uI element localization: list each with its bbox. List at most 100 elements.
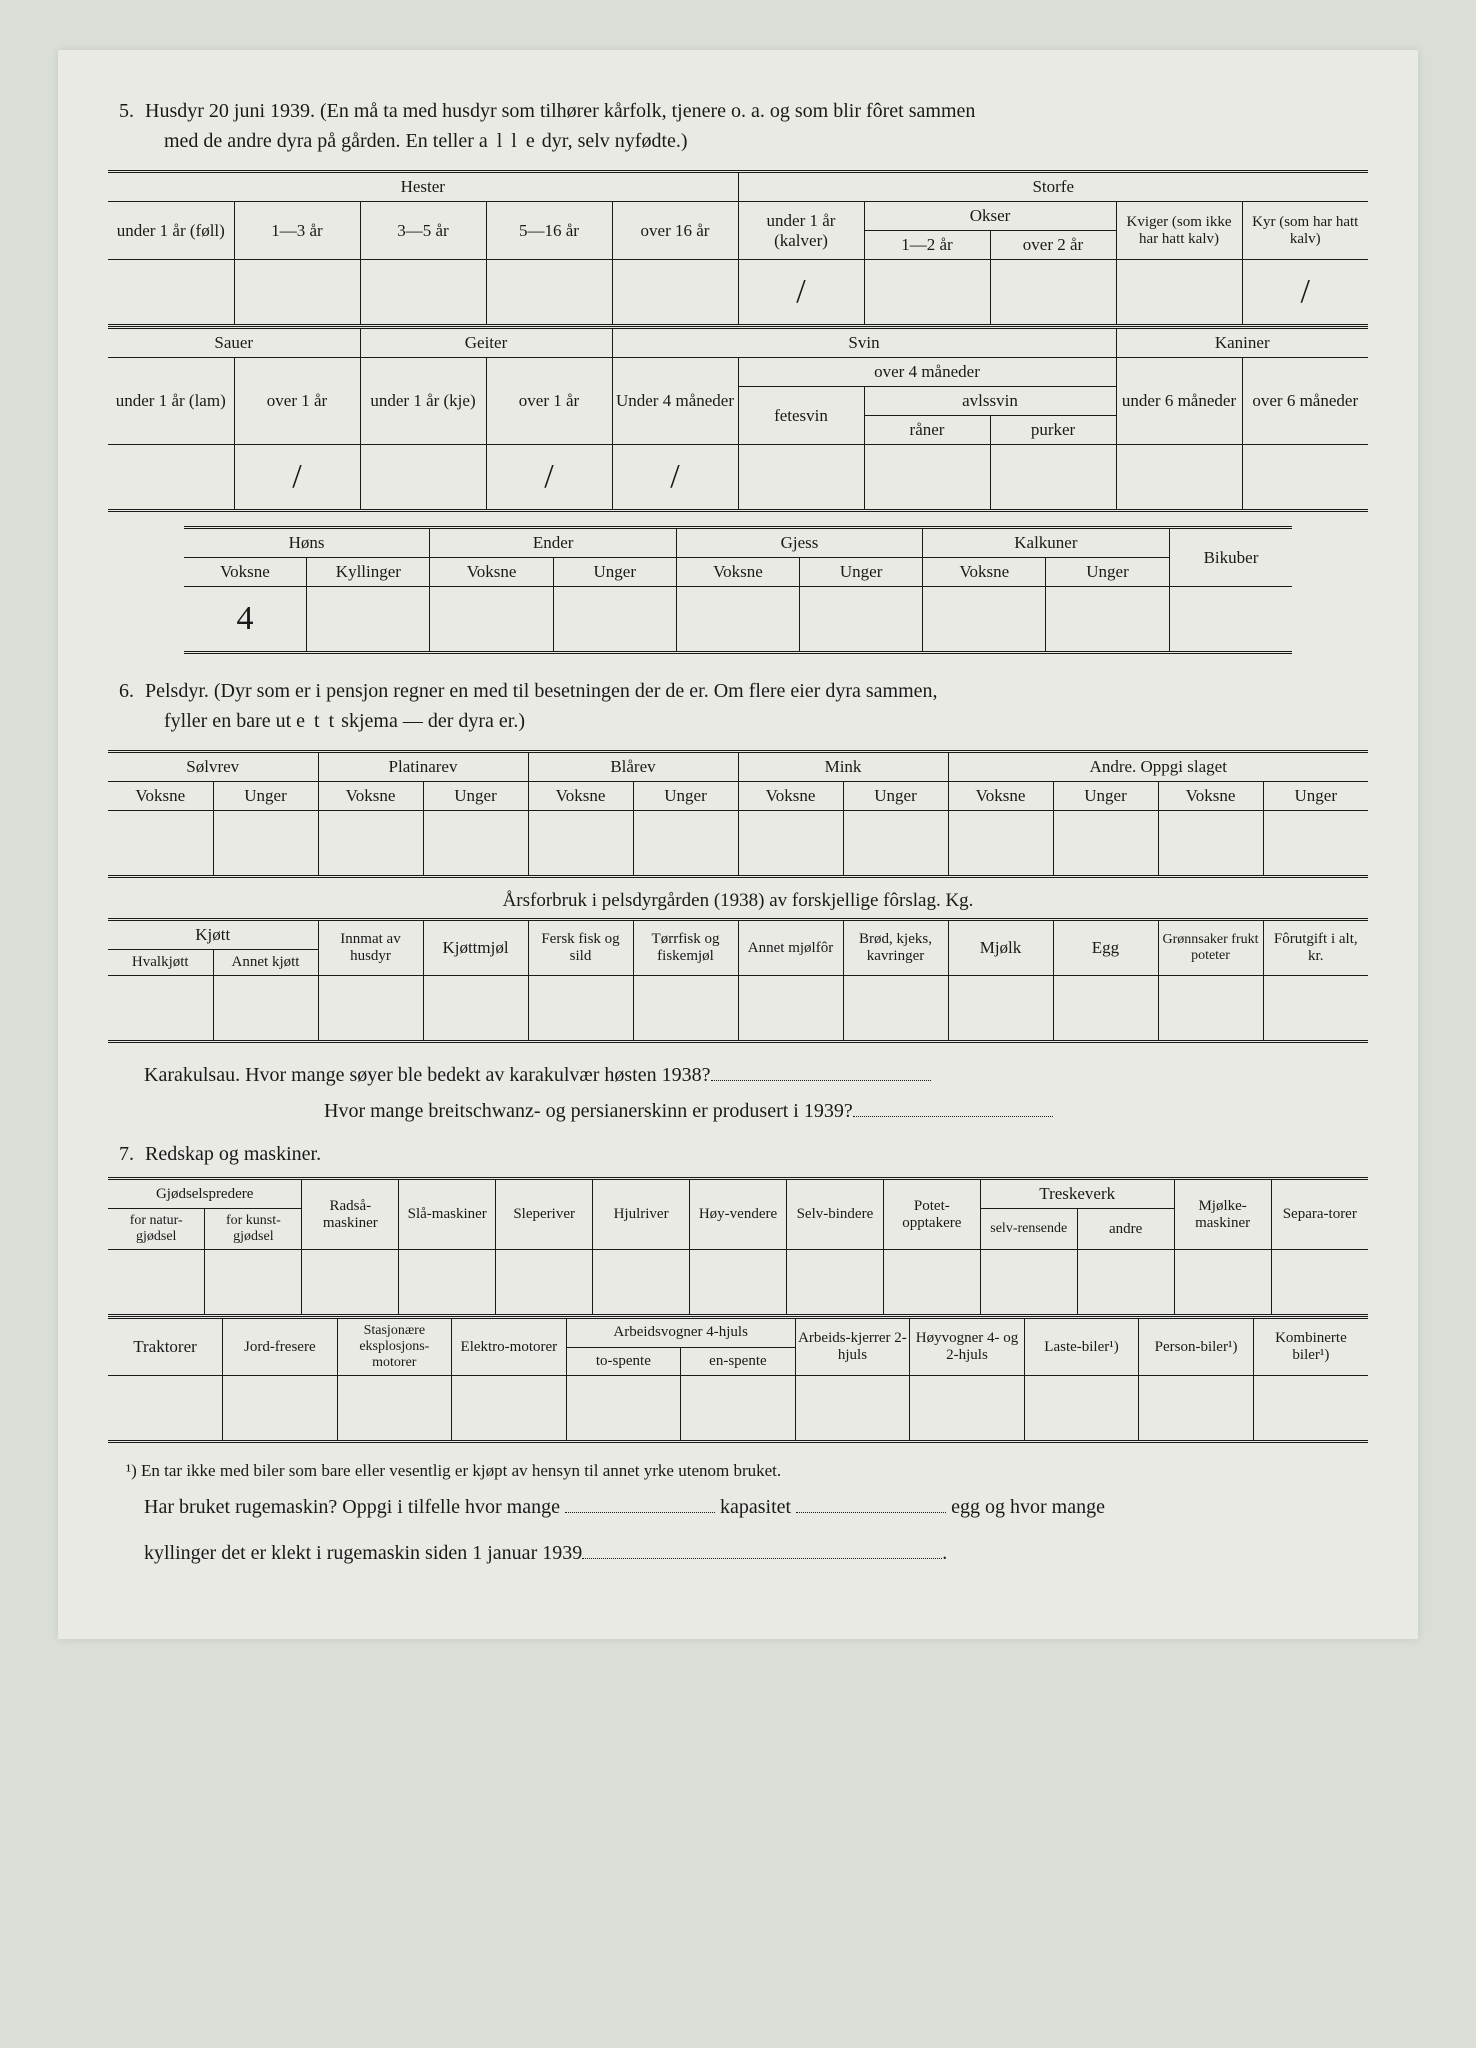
section-5-heading: 5. Husdyr 20 juni 1939. (En må ta med hu…: [108, 96, 1368, 156]
cell-ta-1[interactable]: [108, 260, 234, 326]
cell-tf-7[interactable]: [690, 1250, 787, 1316]
cell-tg-6[interactable]: [681, 1376, 796, 1442]
cell-tg-4[interactable]: [452, 1376, 567, 1442]
cell-tg-3[interactable]: [337, 1376, 452, 1442]
cell-tc-3[interactable]: [430, 587, 553, 653]
cell-tg-9[interactable]: [1024, 1376, 1139, 1442]
cell-tg-7[interactable]: [795, 1376, 910, 1442]
cell-ta-9[interactable]: [1116, 260, 1242, 326]
th-ferskfisk: Fersk fisk og sild: [528, 920, 633, 976]
cell-td-8[interactable]: [843, 811, 948, 877]
cell-tb-4[interactable]: /: [486, 445, 612, 511]
cell-te-3[interactable]: [318, 976, 423, 1042]
cell-te-8[interactable]: [843, 976, 948, 1042]
cell-te-10[interactable]: [1053, 976, 1158, 1042]
cell-tg-8[interactable]: [910, 1376, 1025, 1442]
arsforbruk-title: Årsforbruk i pelsdyrgården (1938) av for…: [108, 890, 1368, 912]
cell-te-7[interactable]: [738, 976, 843, 1042]
table-redskap-2: Traktorer Jord-fresere Stasjonære eksplo…: [108, 1316, 1368, 1443]
cell-td-11[interactable]: [1158, 811, 1263, 877]
cell-tf-4[interactable]: [399, 1250, 496, 1316]
cell-tb-10[interactable]: [1242, 445, 1368, 511]
cell-tf-1[interactable]: [108, 1250, 205, 1316]
th-potet: Potet-opptakere: [883, 1179, 980, 1250]
cell-ta-8[interactable]: [990, 260, 1116, 326]
cell-tf-6[interactable]: [593, 1250, 690, 1316]
cell-td-9[interactable]: [948, 811, 1053, 877]
cell-tc-7[interactable]: [923, 587, 1046, 653]
cell-tf-8[interactable]: [786, 1250, 883, 1316]
cell-tf-9[interactable]: [883, 1250, 980, 1316]
cell-te-4[interactable]: [423, 976, 528, 1042]
cell-te-2[interactable]: [213, 976, 318, 1042]
cell-te-6[interactable]: [633, 976, 738, 1042]
rugemaskin-q1: Har bruket rugemaskin? Oppgi i tilfelle …: [144, 1487, 1368, 1527]
rugemaskin-blank3[interactable]: [582, 1558, 942, 1559]
cell-ta-7[interactable]: [864, 260, 990, 326]
cell-tf-2[interactable]: [205, 1250, 302, 1316]
cell-td-2[interactable]: [213, 811, 318, 877]
cell-tb-3[interactable]: [360, 445, 486, 511]
section-5-line2b: a l l e: [479, 130, 537, 152]
cell-tc-9[interactable]: [1169, 587, 1292, 653]
th-h-o16: over 16 år: [612, 202, 738, 260]
th-h-35: 3—5 år: [360, 202, 486, 260]
cell-tg-10[interactable]: [1139, 1376, 1254, 1442]
cell-tb-1[interactable]: [108, 445, 234, 511]
cell-tb-5[interactable]: /: [612, 445, 738, 511]
section-6-line2a: fyller en bare ut: [164, 710, 296, 732]
cell-tf-11[interactable]: [1077, 1250, 1174, 1316]
th-d5v: Voksne: [948, 782, 1053, 811]
cell-tb-8[interactable]: [990, 445, 1116, 511]
cell-td-5[interactable]: [528, 811, 633, 877]
cell-tf-3[interactable]: [302, 1250, 399, 1316]
cell-td-4[interactable]: [423, 811, 528, 877]
karakul-blank2[interactable]: [853, 1116, 1053, 1117]
cell-tc-1[interactable]: 4: [184, 587, 307, 653]
cell-tf-10[interactable]: [980, 1250, 1077, 1316]
rugemaskin-q2b: .: [942, 1542, 947, 1564]
rugemaskin-blank1[interactable]: [565, 1512, 715, 1513]
cell-tc-5[interactable]: [676, 587, 799, 653]
cell-tb-7[interactable]: [864, 445, 990, 511]
cell-tg-1[interactable]: [108, 1376, 223, 1442]
cell-tg-11[interactable]: [1253, 1376, 1368, 1442]
cell-td-12[interactable]: [1263, 811, 1368, 877]
cell-ta-2[interactable]: [234, 260, 360, 326]
table-pelsdyr: Sølvrev Platinarev Blårev Mink Andre. Op…: [108, 750, 1368, 878]
cell-tc-2[interactable]: [307, 587, 430, 653]
cell-tf-5[interactable]: [496, 1250, 593, 1316]
th-d3v: Voksne: [528, 782, 633, 811]
cell-tc-6[interactable]: [800, 587, 923, 653]
cell-td-1[interactable]: [108, 811, 213, 877]
cell-td-10[interactable]: [1053, 811, 1158, 877]
rugemaskin-blank2[interactable]: [796, 1512, 946, 1513]
cell-te-1[interactable]: [108, 976, 213, 1042]
cell-ta-10[interactable]: /: [1242, 260, 1368, 326]
cell-tc-4[interactable]: [553, 587, 676, 653]
cell-ta-4[interactable]: [486, 260, 612, 326]
cell-tb-2[interactable]: /: [234, 445, 360, 511]
cell-te-9[interactable]: [948, 976, 1053, 1042]
karakul-blank1[interactable]: [711, 1080, 931, 1081]
section-6-line1: Pelsdyr. (Dyr som er i pensjon regner en…: [145, 680, 938, 702]
cell-ta-3[interactable]: [360, 260, 486, 326]
cell-tb-9[interactable]: [1116, 445, 1242, 511]
cell-tc-8[interactable]: [1046, 587, 1169, 653]
cell-tf-13[interactable]: [1271, 1250, 1368, 1316]
cell-ta-6[interactable]: /: [738, 260, 864, 326]
th-kalk-v: Voksne: [923, 558, 1046, 587]
cell-td-3[interactable]: [318, 811, 423, 877]
cell-td-7[interactable]: [738, 811, 843, 877]
cell-tg-5[interactable]: [566, 1376, 681, 1442]
cell-te-12[interactable]: [1263, 976, 1368, 1042]
cell-td-6[interactable]: [633, 811, 738, 877]
cell-te-11[interactable]: [1158, 976, 1263, 1042]
cell-tb-6[interactable]: [738, 445, 864, 511]
cell-te-5[interactable]: [528, 976, 633, 1042]
th-mjolke: Mjølke-maskiner: [1174, 1179, 1271, 1250]
cell-ta-5[interactable]: [612, 260, 738, 326]
th-okser: Okser: [864, 202, 1116, 231]
cell-tf-12[interactable]: [1174, 1250, 1271, 1316]
cell-tg-2[interactable]: [223, 1376, 338, 1442]
